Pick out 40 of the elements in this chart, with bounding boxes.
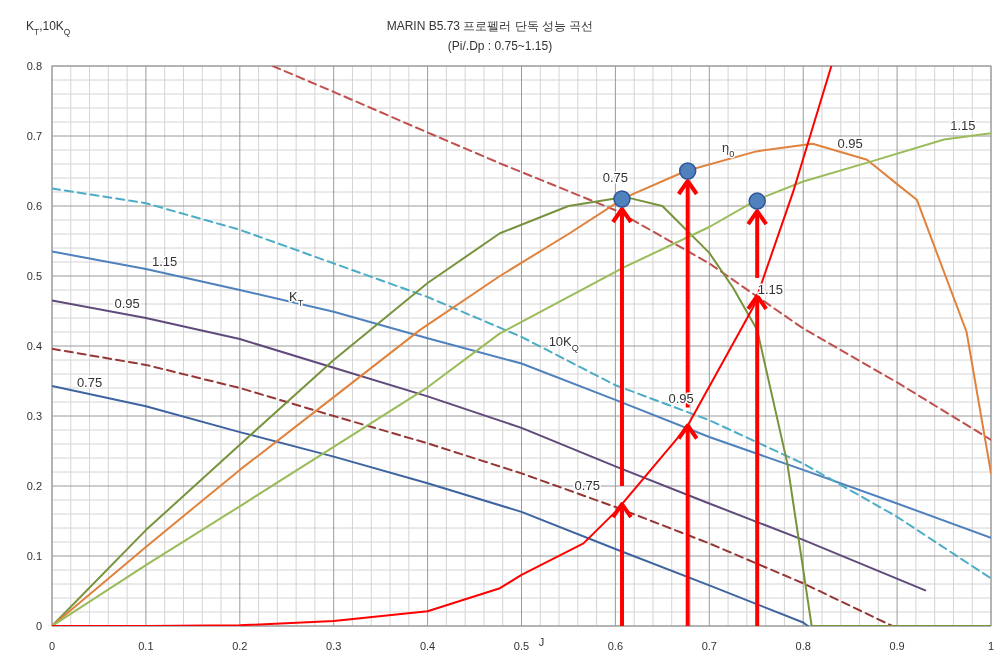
x-tick-label: 0.2 [232, 640, 248, 652]
y-tick-label: 0.8 [26, 60, 42, 72]
y-tick-label: 0.4 [26, 340, 42, 352]
chart-subtitle: (Pi/.Dp : 0.75~1.15) [447, 39, 553, 53]
line-series [52, 347, 894, 626]
y-tick-label: 0.5 [26, 270, 42, 282]
y-tick-label: 0.7 [26, 130, 42, 142]
x-tick-label: 0.5 [513, 640, 530, 652]
x-tick-label: 0.8 [795, 640, 811, 652]
x-tick-label: 0.6 [607, 640, 624, 652]
y-tick-label: 0.2 [26, 480, 42, 492]
line-series [52, 250, 991, 539]
chart-title: MARIN B5.73 프로펠러 단독 성능 곡선 [386, 19, 594, 33]
y-tick-label: 0.6 [26, 200, 42, 212]
annotation: η$_{0}$ [721, 140, 735, 160]
x-tick-label: 0 [48, 640, 56, 652]
annotation: 0.75 [602, 169, 629, 185]
annotation: 0.75 [76, 375, 103, 391]
y-tick-label: 0 [35, 620, 42, 632]
y-axis-title: K$_{T}$,10K$_{Q}$ [26, 19, 71, 37]
point [613, 190, 631, 208]
point [678, 162, 697, 180]
x-axis-title: J [538, 636, 545, 648]
annotation: 0.95 [837, 135, 863, 151]
line-series [271, 66, 991, 441]
x-tick-label: 0.7 [701, 640, 717, 652]
x-tick-label: 0.3 [326, 640, 342, 652]
annotation: 1.15 [950, 117, 976, 133]
x-tick-label: 0.9 [889, 640, 905, 652]
annotation: 0.75 [574, 478, 600, 494]
annotation: 10K$_{Q}$ [548, 334, 579, 353]
x-tick-label: 0.4 [419, 640, 436, 652]
y-tick-label: 0.1 [26, 550, 42, 562]
line-series [52, 299, 927, 592]
x-tick-label: 0.1 [138, 640, 154, 652]
point [748, 192, 766, 210]
y-tick-label: 0.3 [26, 410, 42, 422]
annotation: 1.15 [152, 254, 178, 270]
x-tick-label: 1 [987, 640, 995, 652]
annotation: 0.95 [114, 295, 140, 311]
